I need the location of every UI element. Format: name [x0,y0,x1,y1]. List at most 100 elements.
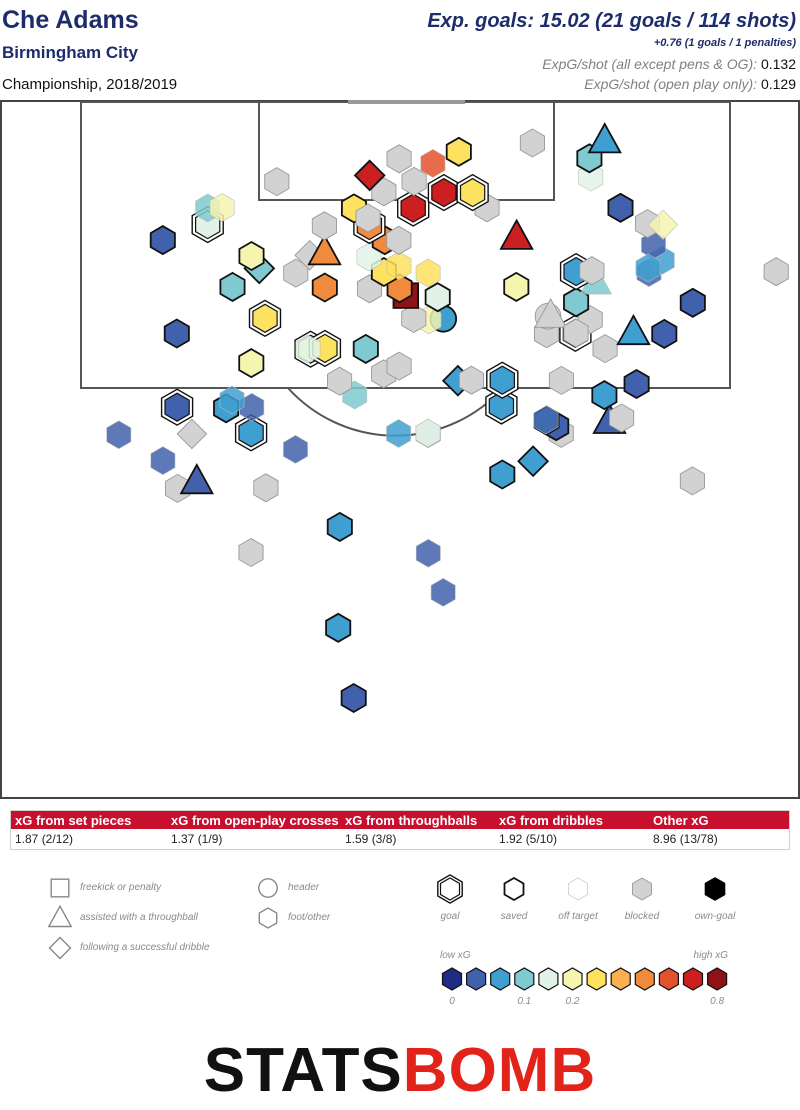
legend-outcome-goal: goal [437,874,463,922]
shot-marker [386,419,412,448]
shot-marker [415,538,441,568]
legend-shape-label: foot/other [288,912,331,923]
team-name: Birmingham City [2,43,139,62]
xg-per-shot-all-value: 0.132 [760,56,796,72]
shot-marker [150,446,176,475]
legend-shape-diamond: following a successful dribble [48,936,210,960]
shot-marker [160,388,194,426]
legend-outcome-off: off target [558,877,599,922]
xg-penalties: +0.76 (1 goals / 1 penalties) [653,37,796,49]
scale-swatch [706,967,728,991]
legend-outcome-label: own-goal [695,911,736,922]
legend-outcome-own: own-goal [695,877,736,922]
shot-marker [763,257,789,287]
shot-marker [238,240,265,272]
xg-per-shot-open: ExpG/shot (open play only): 0.129 [584,76,796,92]
shot-marker [386,225,412,255]
scale-swatch [682,967,704,991]
shot-marker [623,368,650,400]
shot-marker [295,334,321,364]
scale-swatch [586,967,607,991]
shot-marker [415,258,441,288]
legend-shape-hexagon: foot/other [258,907,331,929]
shot-marker [579,256,605,286]
shot-marker [563,287,590,318]
shot-marker [489,459,516,490]
shot-marker [219,385,245,415]
legend-shape-label: freekick or penalty [80,882,162,893]
legend-outcome-saved: saved [501,876,528,922]
xg-per-shot-all-label: ExpG/shot (all except pens & OG): [542,56,758,72]
competition-season: Championship, 2018/2019 [2,76,178,93]
shot-marker [311,211,337,241]
shot-marker [386,351,412,381]
shot-marker [283,435,308,464]
shot-marker [179,463,215,495]
breakdown-throughballs: xG from throughballs 1.59 (3/8) [341,811,497,851]
shot-marker [592,334,618,364]
breakdown-value: 8.96 (13/78) [653,832,718,846]
shot-marker [503,271,530,302]
shot-marker [353,159,386,192]
scale-swatch [610,967,631,991]
legend-outcome-label: blocked [625,911,660,922]
scale-swatch [466,967,487,991]
xg-per-shot-open-label: ExpG/shot (open play only): [584,76,758,92]
legend-shape-triangle: assisted with a throughball [47,904,199,928]
shot-marker [647,209,679,240]
legend-shape-label: assisted with a throughball [80,912,199,923]
header: Che Adams Birmingham City Championship, … [0,0,800,100]
shot-marker [234,414,268,452]
scale-swatch [441,967,463,991]
breakdown-dribbles: xG from dribbles 1.92 (5/10) [495,811,649,851]
shot-marker [415,418,441,448]
shot-marker [519,128,545,158]
shot-marker [326,511,353,542]
shot-marker [563,318,589,348]
shot-marker [427,173,461,212]
legend-shape-label: following a successful dribble [80,942,210,953]
shot-marker [238,348,265,379]
shot-marker [609,403,635,433]
legend-shape-circle: header [258,878,320,898]
shot-marker [311,272,338,303]
xg-total: Exp. goals: 15.02 (21 goals / 114 shots) [427,10,796,32]
breakdown-value: 1.92 (5/10) [499,832,558,846]
scale-swatch [658,967,680,991]
scale-tick-label: 0 [449,996,455,1007]
shot-marker [679,466,705,496]
player-name: Che Adams [2,6,139,34]
shot-marker [499,218,534,250]
legend-xg-scale: low xG high xG 0 0.1 0.2 0.8 [440,950,728,1007]
shot-marker [587,122,622,154]
shot-marker [386,144,412,174]
shot-marker [219,271,246,302]
shot-marker [176,418,208,450]
legend-shape-square: freekick or penalty [50,878,162,898]
shot-marker [386,251,412,281]
legend-outcome-marker [568,877,588,901]
legend-outcome-marker [704,877,726,901]
shot-marker [445,136,472,167]
shot-marker [340,682,367,714]
shot-marker [517,445,550,478]
scale-swatch [490,967,511,991]
shot-marker [253,473,279,503]
scale-tick-label: 0.1 [517,996,531,1007]
shot-marker [486,361,519,399]
breakdown-label: xG from set pieces [15,813,132,828]
breakdown-label: xG from dribbles [499,813,604,828]
shot-marker [420,149,446,178]
xg-per-shot-all: ExpG/shot (all except pens & OG): 0.132 [542,56,796,72]
legend-outcome-label: off target [558,911,599,922]
shot-marker [248,299,282,338]
shot-marker [456,173,489,212]
breakdown-value: 1.37 (1/9) [171,832,223,846]
legend-outcome-marker [437,874,463,904]
breakdown-value: 1.59 (3/8) [345,832,397,846]
shot-marker [401,166,427,196]
shot-marker [616,313,651,346]
scale-swatch [514,967,535,991]
breakdown-set-pieces: xG from set pieces 1.87 (2/12) [11,811,167,851]
breakdown-crosses: xG from open-play crosses 1.37 (1/9) [167,811,341,851]
